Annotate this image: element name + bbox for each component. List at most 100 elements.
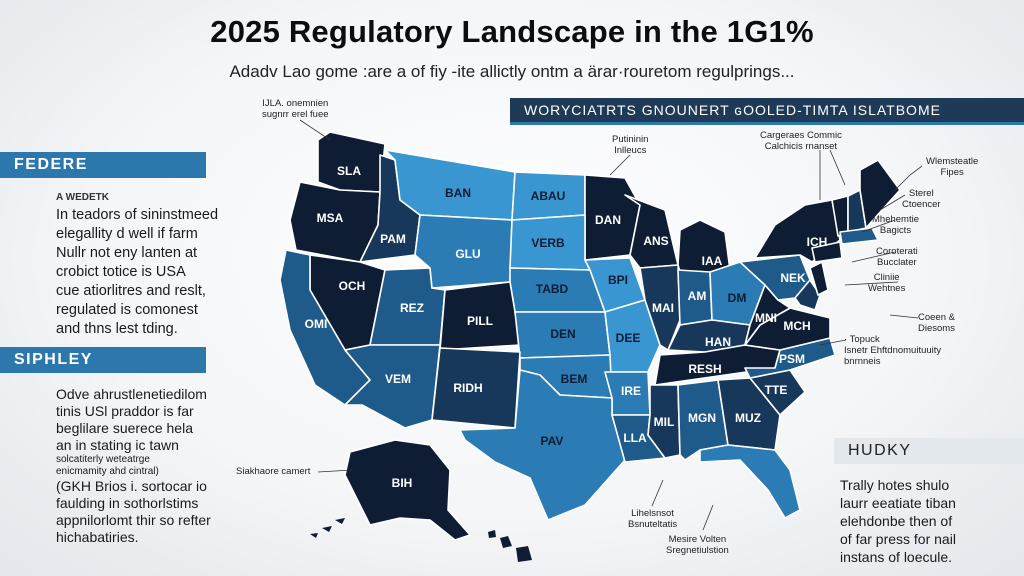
hudky-line: instans of loecule. [840, 549, 953, 565]
map-label-co: PILL [467, 314, 493, 328]
state-ak[interactable] [344, 439, 471, 541]
page-title: 2025 Regulatory Landscape in the 1G1% [210, 14, 814, 49]
map-label-ar: IRE [621, 384, 641, 398]
map-label-pa: ICH [807, 235, 828, 249]
map-label-ut: REZ [400, 301, 424, 315]
callout-top-mid: Putininin Inlleucs [612, 134, 648, 156]
map-label-ga: MUZ [735, 411, 761, 425]
map-label-nm: RIDH [453, 381, 482, 395]
map-label-az: VEM [385, 372, 411, 386]
federal-line: cue atiorlitres and reslt, [56, 283, 206, 299]
callout-ne-2: Sterel Ctoencer [902, 188, 941, 210]
map-label-va: MCH [783, 319, 810, 333]
callout-line: Putininin [612, 134, 649, 145]
map-label-al: MGN [688, 411, 716, 425]
state-az[interactable] [344, 344, 441, 429]
hawaii-islands [488, 530, 532, 562]
state-tx[interactable] [459, 369, 626, 521]
federal-line: elegallity d well if farm [56, 226, 198, 242]
map-label-ny: NEK [780, 271, 806, 285]
callout-ne-4: Coroterati Bucclater [876, 246, 918, 268]
callout-line: Wlemsteatle [926, 156, 979, 167]
federal-line: Nullr not eny lanten at [56, 245, 198, 261]
map-label-wi: ANS [643, 234, 668, 248]
map-label-nc: PSM [779, 352, 805, 366]
state-nc[interactable] [744, 337, 836, 379]
map-labels: SLA MSA PAM BAN ABAU DAN OCH OMI REZ GLU… [305, 164, 828, 490]
callout-line: Mhehemtie [872, 214, 919, 225]
callout-line: Fipes [940, 167, 964, 178]
callout-ne-6: Coeen & Diesoms [918, 312, 955, 334]
sipley-line: beglilare suerece hela [56, 420, 193, 436]
callout-line: Bucclater [877, 257, 917, 268]
sipley-line: tinis USl praddor is far [56, 403, 194, 419]
map-label-ky: HAN [705, 335, 731, 349]
callout-alaska: Siakhaore camert [236, 466, 310, 477]
map-label-nd: ABAU [531, 189, 566, 203]
sipley-small-line: enicmamity ahd cintral) [56, 466, 159, 477]
callout-line: bnrnneis [844, 356, 881, 367]
sipley-line: appnilorlomt thir so refter [56, 512, 211, 528]
callout-line: Lihelsnsot [631, 508, 674, 519]
state-ma[interactable] [839, 227, 879, 245]
sipley-line: hichabatiries. [56, 529, 139, 545]
sipley-line: Odve ahrustlenetiedilom [56, 386, 207, 402]
map-label-la: LLA [623, 431, 647, 445]
federal-line: and thns lest tding. [56, 321, 178, 337]
hudky-line: laurr eeatiate tiban [840, 495, 956, 511]
callout-ne-5: Cliniie Wehtnes [868, 272, 905, 294]
sipley-section-header: SIPHLEY [0, 347, 206, 373]
state-me[interactable] [859, 159, 901, 229]
sipley-line: (GKH Brios i. sortocar io [56, 478, 207, 494]
callout-line: Isnetr Ehftdnomuituuity [844, 345, 942, 356]
callout-line: Mesire Volten [668, 534, 727, 545]
state-fl[interactable] [699, 444, 801, 519]
map-label-mn: DAN [595, 213, 621, 227]
hudky-line: Trally hotes shulo [840, 477, 950, 493]
sipley-line: faulding in sothorlstims [56, 495, 199, 511]
map-label-wa: SLA [337, 164, 361, 178]
map-label-mo: DEE [616, 331, 641, 345]
map-label-ak: BIH [392, 476, 413, 490]
callout-line: Wehtnes [868, 283, 906, 294]
callout-line: Inlleucs [614, 145, 647, 156]
callout-line: sugnrr erel fuee [262, 109, 329, 120]
callout-line: Diesoms [918, 323, 955, 334]
map-label-mt: BAN [445, 186, 471, 200]
hudky-paragraph: Trally hotes shulo laurr eeatiate tiban … [840, 476, 956, 566]
federal-subheading: A WEDETK [56, 192, 109, 203]
callout-line: Ctoencer [902, 199, 941, 210]
map-label-id: PAM [380, 232, 406, 246]
state-wa[interactable] [317, 131, 386, 193]
callout-line: Coeen & [918, 312, 955, 323]
callout-lines [299, 119, 923, 531]
callout-top-right: Cargeraes Commic Calchicis rnanset [760, 130, 842, 152]
callout-line: Calchicis rnanset [764, 141, 838, 152]
hudky-section-header: HUDKY [834, 438, 1024, 464]
state-nj[interactable] [809, 261, 829, 296]
map-label-oh: DM [728, 291, 747, 305]
callout-ne-1: Wlemsteatle Fipes [926, 156, 978, 178]
callout-se-1: · Topuck Isnetr Ehftdnomuituuity bnrnnei… [844, 334, 941, 367]
map-label-sd: VERB [531, 236, 565, 250]
callout-bottom-1: Lihelsnsot Bsnuteltatis [628, 508, 677, 530]
state-ct[interactable] [811, 241, 843, 263]
top-banner: WORYCIATRTS GNOUNERT ɢOOLED-TIMTA ISLATB… [510, 98, 1024, 125]
map-label-il: MAI [652, 301, 674, 315]
state-md[interactable] [794, 279, 821, 311]
callout-line: Bagicts [879, 225, 912, 236]
map-label-ia: BPI [608, 273, 628, 287]
federal-line: regulated is comonest [56, 302, 198, 318]
callout-line: Sterel [908, 188, 934, 199]
federal-paragraph: In teadors of sininstmeed elegallity d w… [56, 206, 218, 339]
federal-line: crobict totice is USA [56, 264, 186, 280]
map-label-ca: OMI [305, 317, 328, 331]
page-subtitle: Adadv Lao gome :are a of fiy -ite allict… [229, 62, 795, 81]
map-label-ne: TABD [536, 282, 569, 296]
hudky-line: of far press for nail [840, 531, 956, 547]
callout-line: Sregnetiulstion [666, 545, 729, 556]
callout-line: IJLA. onemnien [262, 98, 329, 109]
sipley-paragraph: Odve ahrustlenetiedilom tinis USl praddo… [56, 386, 211, 546]
federal-section-header: FEDERE [0, 152, 206, 178]
callout-line: Cliniie [873, 272, 900, 283]
